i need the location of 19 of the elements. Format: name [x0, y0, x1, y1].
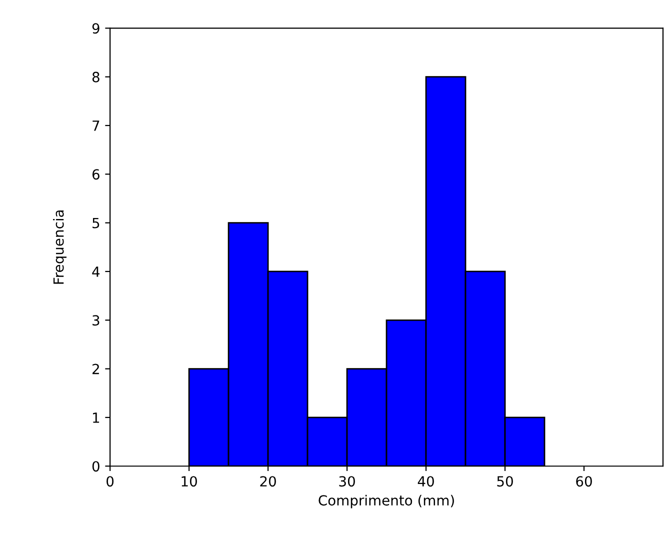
y-tick-label: 7 — [92, 120, 100, 131]
x-tick-label: 10 — [182, 476, 197, 487]
x-tick-label: 60 — [576, 476, 592, 487]
x-tick-label: 30 — [339, 476, 355, 487]
y-tick-label: 6 — [92, 169, 100, 180]
y-tick-label: 1 — [93, 412, 100, 423]
x-tick-label: 50 — [497, 476, 513, 487]
x-tick-label: 20 — [260, 476, 276, 487]
y-tick-label: 2 — [92, 364, 99, 374]
y-tick-label: 5 — [92, 218, 100, 228]
x-tick-label: 0 — [106, 476, 114, 487]
y-tick-label: 9 — [92, 23, 100, 34]
y-tick-label: 4 — [92, 266, 100, 277]
x-tick-label: 40 — [418, 476, 434, 487]
y-tick-label: 0 — [92, 461, 100, 472]
y-tick-label: 8 — [92, 72, 100, 82]
x-axis-title: Comprimento (mm) — [318, 494, 454, 508]
y-axis-title: Frequencia — [53, 210, 66, 284]
y-tick-label: 3 — [92, 315, 100, 326]
